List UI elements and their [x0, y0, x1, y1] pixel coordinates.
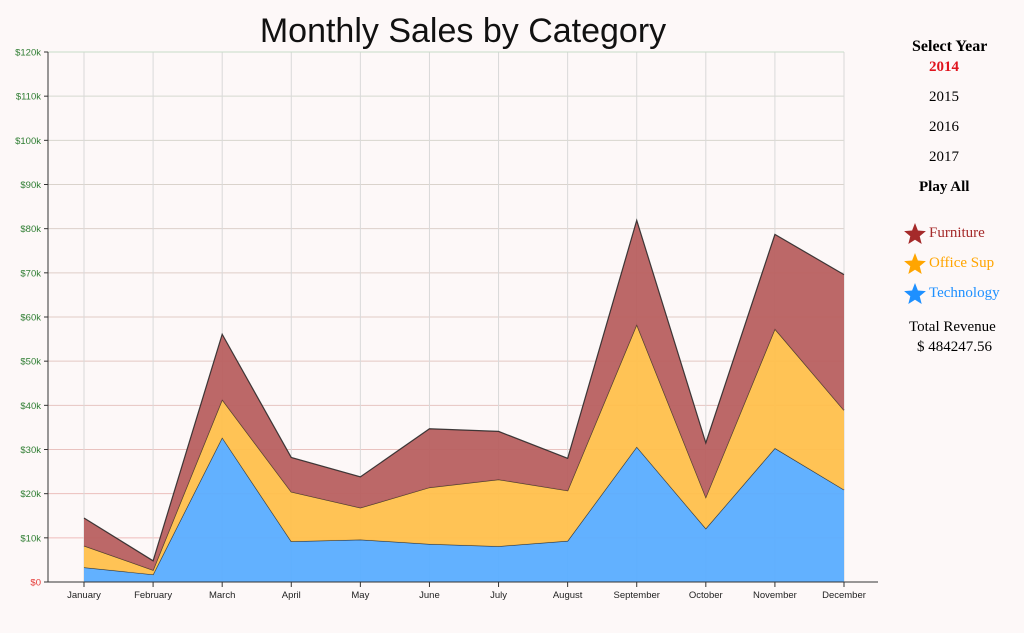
year-option-2014[interactable]: 2014 — [929, 59, 959, 75]
x-tick-label: February — [134, 590, 172, 601]
select-year-title: Select Year — [912, 38, 988, 55]
play-all-button[interactable]: Play All — [919, 179, 970, 195]
year-option-2017[interactable]: 2017 — [929, 149, 959, 165]
y-tick-label: $110k — [16, 92, 41, 103]
x-tick-label: January — [67, 590, 101, 601]
x-tick-label: June — [419, 590, 440, 601]
y-tick-label: $50k — [20, 357, 41, 368]
side-panel: Select Year 2014 2015 2016 2017 Play All… — [895, 0, 1024, 633]
legend-label: Technology — [929, 285, 1000, 301]
y-tick-label: $60k — [20, 313, 41, 324]
y-tick-label: $80k — [20, 224, 41, 235]
y-axis: $0 $10k $20k $30k $40k $50k $60k $70k $80k $90k $1… — [15, 48, 49, 589]
x-tick-label: December — [822, 590, 866, 601]
x-tick-label: March — [209, 590, 235, 601]
y-tick-label: $70k — [20, 268, 41, 279]
area-furniture — [84, 220, 844, 571]
x-tick-label: October — [689, 590, 723, 601]
legend-label: Furniture — [929, 225, 985, 241]
area-office-sup — [84, 324, 844, 575]
x-tick-label: July — [490, 590, 507, 601]
y-tick-label: $90k — [20, 180, 41, 191]
year-option-2015[interactable]: 2015 — [929, 89, 959, 105]
y-tick-label: $120k — [15, 48, 41, 59]
y-tick-label: $40k — [20, 401, 41, 412]
legend-label: Office Sup — [929, 255, 995, 271]
y-tick-label: $30k — [20, 445, 41, 456]
y-tick-label: $0 — [30, 578, 41, 589]
chart-title: Monthly Sales by Category — [260, 12, 666, 50]
year-option-2016[interactable]: 2016 — [929, 119, 959, 135]
y-tick-label: $20k — [20, 489, 41, 500]
y-tick-label: $10k — [20, 533, 41, 544]
area-series — [83, 218, 845, 582]
y-tick-label: $100k — [15, 136, 41, 147]
total-revenue-value: $ 484247.56 — [917, 339, 992, 355]
star-icon — [904, 223, 926, 244]
x-tick-label: November — [753, 590, 797, 601]
star-icon — [904, 253, 926, 274]
x-tick-label: April — [282, 590, 301, 601]
area-technology — [84, 437, 844, 582]
star-icon — [904, 283, 926, 304]
series-line — [83, 218, 845, 562]
x-tick-label: September — [613, 590, 659, 601]
x-axis: January February March April May June July Augu… — [48, 581, 878, 601]
total-revenue-label: Total Revenue — [909, 319, 996, 335]
x-tick-label: August — [553, 590, 583, 601]
stacked-area-chart: Monthly Sales by Category $0 $10k $20k $30k… — [15, 12, 878, 601]
x-tick-label: May — [351, 590, 369, 601]
